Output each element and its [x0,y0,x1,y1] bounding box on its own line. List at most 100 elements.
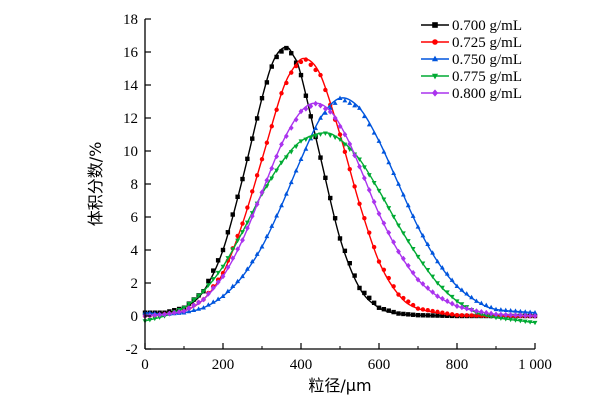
data-point [240,230,245,235]
legend-label: 0.800 g/mL [452,86,522,102]
data-point [288,125,294,131]
data-point [274,213,280,218]
data-point [449,294,455,300]
data-point [488,314,494,320]
data-point [274,153,280,160]
data-point [230,283,236,289]
data-point [215,258,221,263]
data-point [396,181,401,186]
legend-item: 0.700 g/mL [421,18,522,34]
data-point [284,45,289,51]
data-point [483,302,489,308]
data-point [303,146,309,151]
data-point [313,67,318,73]
y-tick-label: 4 [131,243,139,259]
data-point [254,201,260,208]
legend-marker [431,89,439,97]
data-point [362,290,367,296]
data-point [249,213,255,220]
data-point [347,147,353,152]
data-point [478,300,484,305]
data-point [469,306,475,313]
data-point [474,298,479,303]
data-point [211,268,216,273]
data-point [279,49,284,54]
data-point [415,224,421,229]
x-axis-ticks: 0 200 400 600 800 1 000 [141,343,552,373]
data-point [439,295,445,302]
data-point [293,116,299,123]
y-tick-label: 16 [123,45,139,61]
data-point [196,306,202,311]
data-point [381,197,387,202]
data-point [176,309,182,315]
data-point [425,285,431,291]
data-point [245,156,250,162]
data-point [396,223,401,228]
data-point [298,139,304,144]
data-point [493,306,499,312]
data-point [405,202,411,208]
data-point [366,121,372,127]
data-point [444,298,450,305]
data-point [435,258,440,264]
data-point [386,159,392,165]
y-tick-label: 8 [131,177,139,193]
data-point [191,302,197,309]
data-point [264,177,270,184]
series-3 [142,95,538,317]
legend-item: 0.775 g/mL [421,69,522,85]
data-point [362,216,367,221]
data-point [220,264,226,270]
data-point [210,277,216,282]
data-point [513,312,518,319]
data-point [430,250,436,255]
data-point [508,317,514,323]
data-point [186,305,192,312]
data-point [410,269,416,276]
y-tick-label: 10 [123,144,138,160]
data-point [225,288,231,294]
data-point [210,299,216,304]
data-point [342,248,348,254]
data-point [459,313,465,318]
data-point [166,310,172,317]
data-point [274,54,279,60]
data-point [420,280,426,287]
data-point [405,262,411,269]
data-point [503,311,509,318]
data-point [420,313,426,318]
data-point [444,290,450,295]
data-point [430,313,435,318]
data-point [147,317,153,323]
data-point [366,187,372,193]
data-point [391,239,397,246]
data-point [322,110,328,115]
data-point [361,113,367,119]
data-point [435,281,440,286]
data-point [430,274,436,280]
data-point [235,246,241,253]
data-point [410,312,416,317]
data-point [279,160,284,166]
data-point [503,317,509,322]
data-point [191,297,197,303]
legend-item: 0.750 g/mL [421,52,522,68]
data-point [527,312,533,319]
data-point [445,313,450,318]
y-tick-label: 18 [123,12,138,28]
data-point [210,285,216,291]
data-point [225,264,231,271]
data-point [308,103,314,110]
data-point [323,87,328,93]
data-point [205,290,211,297]
data-point [440,310,445,315]
legend-label: 0.700 g/mL [452,18,522,34]
data-point [269,64,274,69]
legend-label: 0.775 g/mL [452,69,522,85]
data-point [347,261,352,266]
data-point [293,63,299,69]
data-point [439,265,445,270]
legend-marker [431,55,439,62]
data-point [381,306,387,312]
